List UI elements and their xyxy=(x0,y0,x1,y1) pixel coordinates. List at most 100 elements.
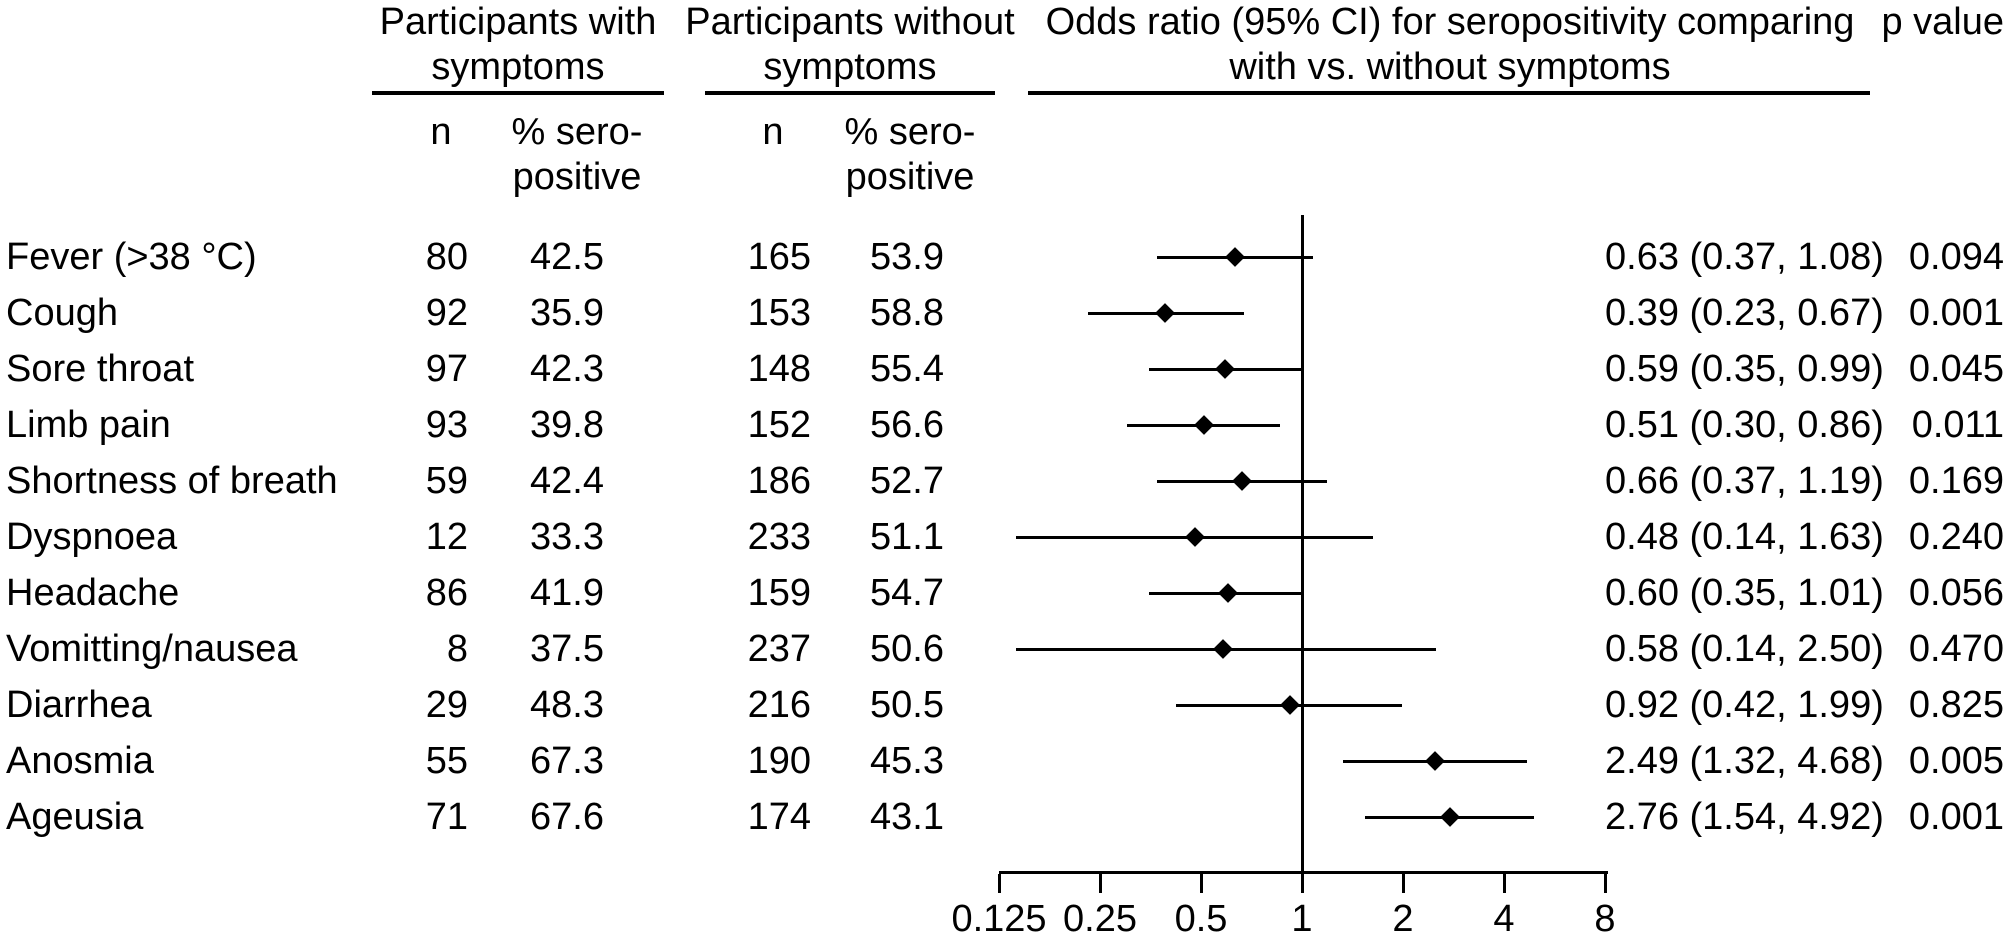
pct-without-subheader: % sero- positive xyxy=(840,110,980,200)
or-ci-text: 0.39 (0.23, 0.67) xyxy=(1605,292,1884,334)
x-axis-tick xyxy=(1199,874,1203,893)
symptom-label: Ageusia xyxy=(6,796,144,838)
x-axis-tick xyxy=(997,874,1001,893)
n-with-cell: 86 xyxy=(425,572,468,614)
n-without-subheader: n xyxy=(762,111,784,153)
x-axis-tick xyxy=(1502,874,1506,893)
pct-without-cell: 52.7 xyxy=(870,460,944,502)
or-ci-text: 0.48 (0.14, 1.63) xyxy=(1605,516,1884,558)
n-with-cell: 12 xyxy=(425,516,468,558)
or-ci-text: 0.66 (0.37, 1.19) xyxy=(1605,460,1884,502)
n-with-cell: 97 xyxy=(425,348,468,390)
symptom-label: Sore throat xyxy=(6,348,194,390)
n-without-cell: 237 xyxy=(747,628,811,670)
with-symptoms-header-rule xyxy=(372,91,664,95)
pct-with-cell: 33.3 xyxy=(530,516,604,558)
p-value-cell: 0.470 xyxy=(1908,628,2004,670)
p-value-cell: 0.825 xyxy=(1908,684,2004,726)
without-symptoms-header-rule xyxy=(705,91,995,95)
pct-with-subheader-line1: % sero- xyxy=(511,111,643,153)
pct-without-cell: 50.6 xyxy=(870,628,944,670)
n-without-cell: 159 xyxy=(747,572,811,614)
odds-ratio-header-line1: Odds ratio (95% CI) for seropositivity c… xyxy=(1045,1,1855,43)
or-ci-text: 0.63 (0.37, 1.08) xyxy=(1605,236,1884,278)
pct-without-cell: 54.7 xyxy=(870,572,944,614)
n-with-cell: 80 xyxy=(425,236,468,278)
or-ci-text: 0.60 (0.35, 1.01) xyxy=(1605,572,1884,614)
reference-line xyxy=(1300,215,1304,873)
pct-without-subheader-line1: % sero- xyxy=(844,111,976,153)
symptom-label: Vomitting/nausea xyxy=(6,628,298,670)
p-value-header: p value xyxy=(1881,1,2004,43)
n-without-cell: 174 xyxy=(747,796,811,838)
p-value-cell: 0.169 xyxy=(1908,460,2004,502)
p-value-cell: 0.094 xyxy=(1908,236,2004,278)
or-ci-text: 0.59 (0.35, 0.99) xyxy=(1605,348,1884,390)
n-with-subheader: n xyxy=(430,111,452,153)
n-with-cell: 29 xyxy=(425,684,468,726)
symptom-label: Dyspnoea xyxy=(6,516,178,558)
odds-ratio-header-line2: with vs. without symptoms xyxy=(1229,46,1671,88)
x-axis-tick xyxy=(1401,874,1405,893)
n-without-cell: 153 xyxy=(747,292,811,334)
n-without-cell: 148 xyxy=(747,348,811,390)
pct-with-cell: 42.3 xyxy=(530,348,604,390)
symptom-label: Limb pain xyxy=(6,404,171,446)
pct-without-cell: 45.3 xyxy=(870,740,944,782)
x-axis-tick-label: 0.125 xyxy=(951,898,1047,940)
n-without-cell: 216 xyxy=(747,684,811,726)
symptom-label: Fever (>38 °C) xyxy=(6,236,257,278)
pct-without-cell: 56.6 xyxy=(870,404,944,446)
x-axis-tick-label: 0.5 xyxy=(1174,898,1228,940)
p-value-cell: 0.011 xyxy=(1911,404,2004,446)
or-diamond xyxy=(1185,527,1205,547)
pct-with-cell: 35.9 xyxy=(530,292,604,334)
x-axis-tick-label: 2 xyxy=(1392,898,1414,940)
x-axis-tick-label: 8 xyxy=(1594,898,1616,940)
pct-without-cell: 53.9 xyxy=(870,236,944,278)
x-axis-tick xyxy=(1300,874,1304,893)
or-diamond xyxy=(1439,807,1460,827)
pct-without-cell: 55.4 xyxy=(870,348,944,390)
n-with-cell: 8 xyxy=(446,628,468,670)
n-without-cell: 165 xyxy=(747,236,811,278)
or-diamond xyxy=(1424,751,1445,771)
or-diamond xyxy=(1212,639,1233,659)
n-with-cell: 71 xyxy=(425,796,468,838)
pct-without-cell: 50.5 xyxy=(870,684,944,726)
pct-with-cell: 39.8 xyxy=(530,404,604,446)
n-with-cell: 59 xyxy=(425,460,468,502)
without-symptoms-header-line2: symptoms xyxy=(763,46,937,88)
with-symptoms-header-line2: symptoms xyxy=(431,46,605,88)
pct-with-cell: 48.3 xyxy=(530,684,604,726)
n-without-cell: 190 xyxy=(747,740,811,782)
with-symptoms-header-line1: Participants with xyxy=(379,1,657,43)
or-diamond xyxy=(1154,303,1175,323)
n-without-cell: 152 xyxy=(747,404,811,446)
or-ci-text: 2.49 (1.32, 4.68) xyxy=(1605,740,1884,782)
x-axis-line xyxy=(999,871,1608,874)
p-value-cell: 0.240 xyxy=(1908,516,2004,558)
x-axis-tick xyxy=(1098,874,1102,893)
p-value-cell: 0.056 xyxy=(1908,572,2004,614)
symptom-label: Cough xyxy=(6,292,118,334)
or-diamond xyxy=(1193,415,1214,435)
symptom-label: Anosmia xyxy=(6,740,154,782)
pct-with-cell: 42.5 xyxy=(530,236,604,278)
pct-without-subheader-line2: positive xyxy=(845,156,975,198)
or-diamond xyxy=(1231,471,1252,491)
p-value-cell: 0.001 xyxy=(1908,292,2004,334)
x-axis-tick-label: 4 xyxy=(1493,898,1515,940)
symptom-label: Headache xyxy=(6,572,180,614)
or-diamond xyxy=(1279,695,1300,715)
or-ci-text: 2.76 (1.54, 4.92) xyxy=(1605,796,1884,838)
or-diamond xyxy=(1224,247,1245,267)
p-value-cell: 0.045 xyxy=(1908,348,2004,390)
without-symptoms-header-line1: Participants without xyxy=(685,1,1015,43)
or-ci-text: 0.92 (0.42, 1.99) xyxy=(1605,684,1884,726)
symptom-label: Diarrhea xyxy=(6,684,152,726)
p-value-cell: 0.001 xyxy=(1908,796,2004,838)
symptom-label: Shortness of breath xyxy=(6,460,338,502)
x-axis-tick xyxy=(1603,874,1607,893)
pct-with-cell: 37.5 xyxy=(530,628,604,670)
